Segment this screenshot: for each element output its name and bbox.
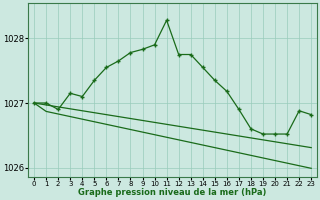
- X-axis label: Graphe pression niveau de la mer (hPa): Graphe pression niveau de la mer (hPa): [78, 188, 267, 197]
